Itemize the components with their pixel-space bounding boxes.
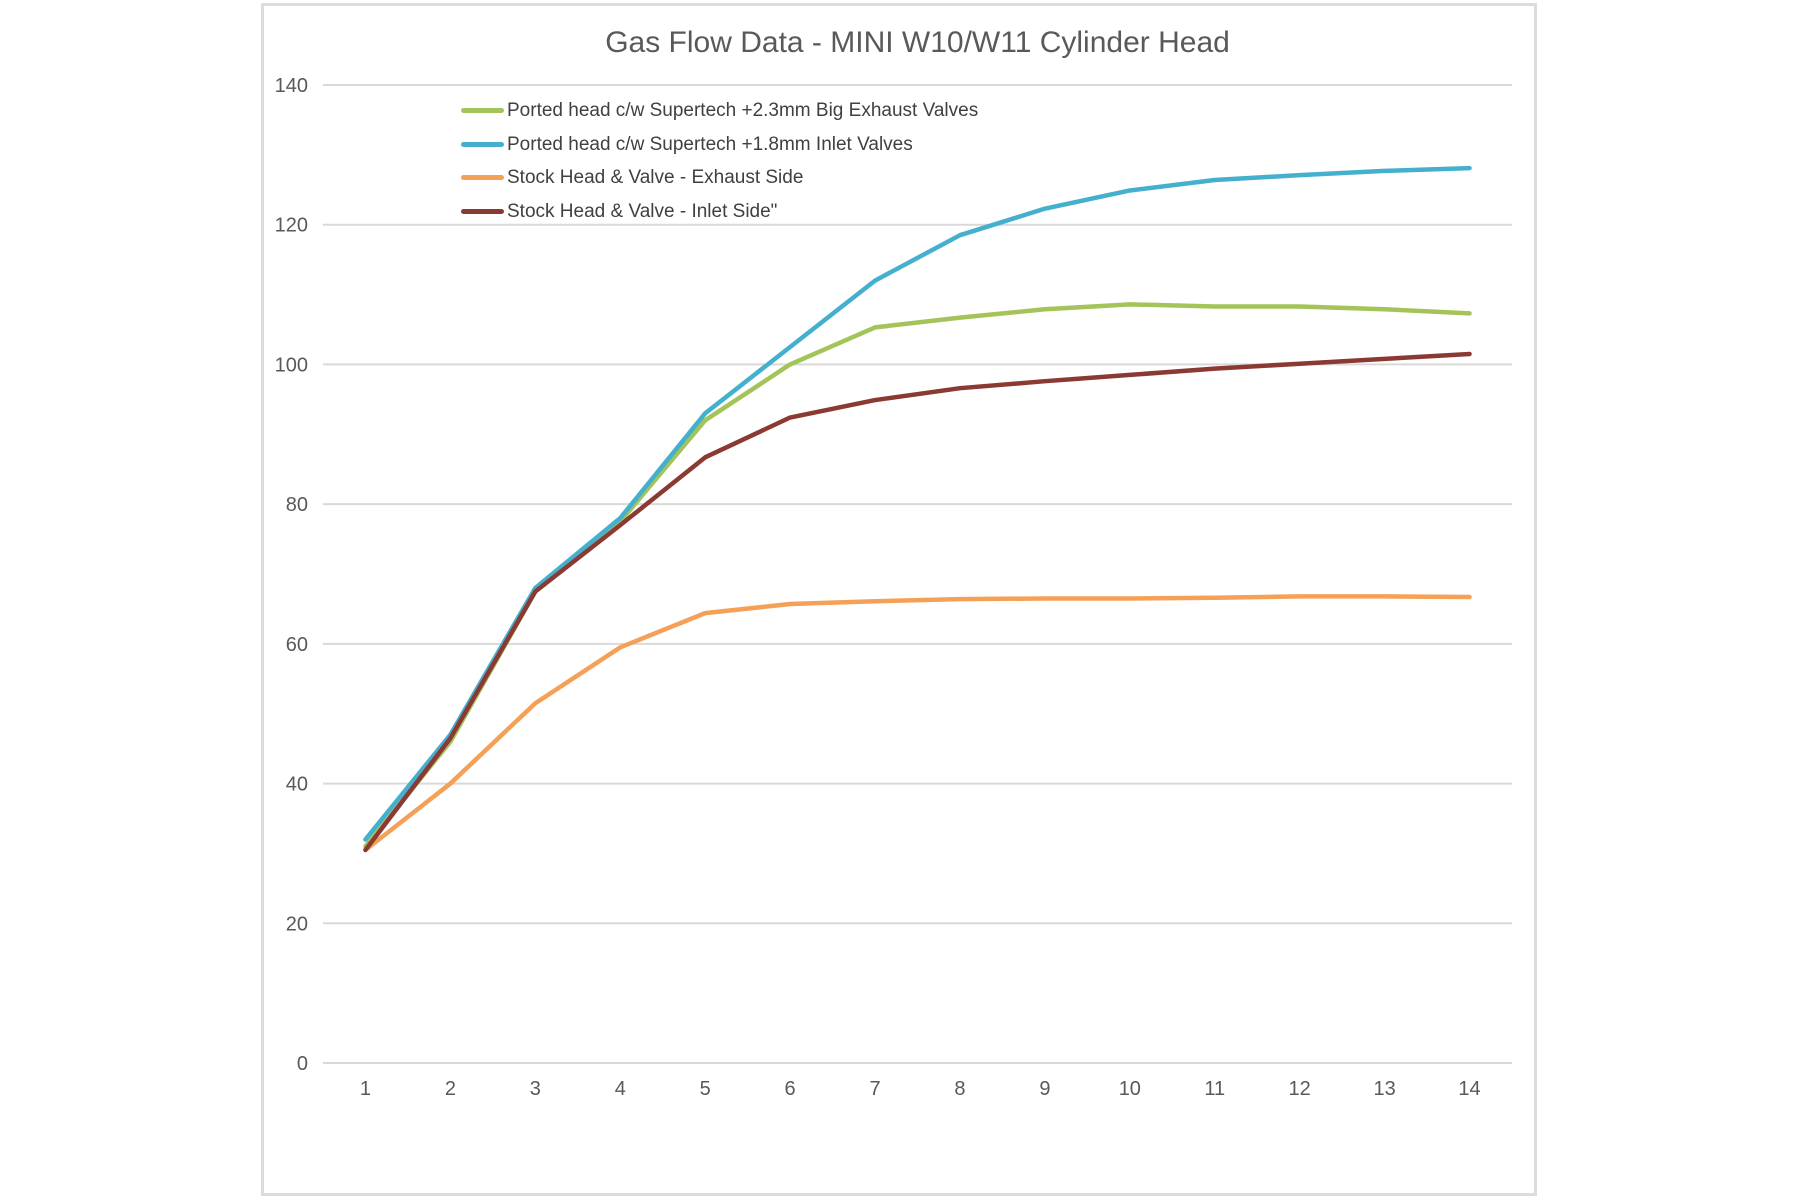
y-axis-tick-label: 80 — [286, 494, 308, 516]
x-axis-tick-label: 13 — [1373, 1078, 1395, 1100]
x-axis-tick-label: 11 — [1204, 1078, 1225, 1100]
legend-swatch — [461, 108, 504, 114]
y-axis-tick-label: 60 — [286, 634, 308, 656]
legend-label: Stock Head & Valve - Exhaust Side — [507, 167, 804, 189]
series-line-1 — [363, 165, 1472, 842]
legend-item-3: Stock Head & Valve - Inlet Side" — [461, 195, 978, 229]
x-axis-tick-label: 9 — [1039, 1078, 1050, 1100]
series-line-0 — [363, 302, 1472, 849]
chart-legend: Ported head c/w Supertech +2.3mm Big Exh… — [461, 94, 978, 228]
x-axis-tick-label: 5 — [700, 1078, 711, 1100]
legend-label: Stock Head & Valve - Inlet Side" — [507, 200, 778, 222]
legend-item-0: Ported head c/w Supertech +2.3mm Big Exh… — [461, 94, 978, 128]
y-axis-tick-label: 20 — [286, 913, 308, 935]
x-axis-tick-label: 14 — [1458, 1078, 1480, 1100]
legend-label: Ported head c/w Supertech +1.8mm Inlet V… — [507, 133, 913, 155]
x-axis-tick-label: 4 — [615, 1078, 626, 1100]
legend-label: Ported head c/w Supertech +2.3mm Big Exh… — [507, 100, 979, 122]
y-axis-tick-label: 0 — [297, 1053, 308, 1075]
series-line-2 — [363, 594, 1472, 853]
x-axis-tick-label: 1 — [360, 1078, 371, 1100]
chart-panel: 0 20 40 60 80 100 120 140 1 2 3 4 5 6 7 8 9 10 11 12 13 14 Gas… — [261, 3, 1537, 1196]
legend-swatch — [461, 175, 504, 181]
x-axis-tick-label: 7 — [869, 1078, 880, 1100]
x-axis-tick-label: 2 — [445, 1078, 456, 1100]
legend-item-2: Stock Head & Valve - Exhaust Side — [461, 161, 978, 195]
y-axis-tick-label: 40 — [286, 774, 308, 796]
x-axis-tick-label: 10 — [1119, 1078, 1141, 1100]
y-axis-tick-label: 140 — [275, 75, 308, 97]
chart-title: Gas Flow Data - MINI W10/W11 Cylinder He… — [605, 26, 1230, 59]
legend-item-1: Ported head c/w Supertech +1.8mm Inlet V… — [461, 128, 978, 162]
legend-swatch — [461, 141, 504, 147]
x-axis-tick-label: 6 — [785, 1078, 796, 1100]
y-axis-tick-label: 100 — [275, 354, 308, 376]
series-line-3 — [363, 351, 1472, 853]
x-axis-tick-label: 8 — [954, 1078, 965, 1100]
y-axis-tick-label: 120 — [275, 215, 308, 237]
legend-swatch — [461, 208, 504, 214]
x-axis-tick-label: 12 — [1289, 1078, 1311, 1100]
x-axis-tick-label: 3 — [530, 1078, 541, 1100]
